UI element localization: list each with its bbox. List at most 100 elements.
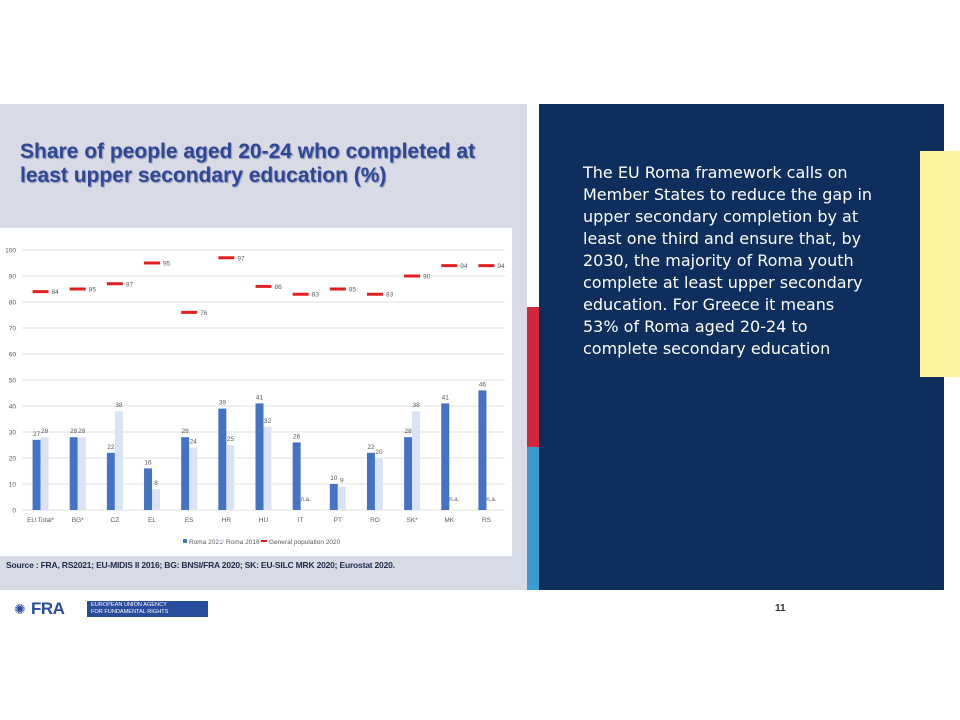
bar-roma-2021 [478,390,487,510]
bar-roma-2021 [441,403,450,510]
y-tick-label: 90 [9,274,17,281]
data-label-roma-2021: 16 [144,459,152,466]
y-tick-label: 10 [9,482,17,489]
bar-roma-2021 [329,484,338,510]
x-tick-label: MK [444,517,454,524]
eu-stars-icon: ✺ [14,601,26,617]
data-label-roma-2016: 9 [340,478,344,485]
x-tick-label: HU [259,517,269,524]
y-tick-label: 40 [9,404,17,411]
data-label-roma-2021: 46 [479,381,487,388]
bar-roma-2016 [152,489,161,510]
slide-title: Share of people aged 20-24 who completed… [20,140,476,187]
bar-roma-2016 [40,437,49,510]
data-label-roma-2016: n.a. [449,497,459,503]
x-tick-label: HR [222,517,232,524]
bar-roma-2016 [114,411,123,510]
y-tick-label: 70 [9,326,17,333]
data-label-general-population: 95 [163,261,171,268]
data-label-roma-2021: 22 [367,444,375,451]
data-label-roma-2021: 28 [404,428,412,435]
bar-roma-2021 [255,403,264,510]
bar-roma-2021 [366,452,375,510]
y-tick-label: 20 [9,456,17,463]
data-label-roma-2016: n.a. [301,497,311,503]
fra-logo: ✺ FRA EUROPEAN UNION AGENCY FOR FUNDAMEN… [14,599,208,618]
legend-label-general-population: General population 2020 [269,539,341,546]
x-tick-label: EU Total* [27,517,54,524]
data-label-roma-2016: 24 [190,439,198,446]
data-label-roma-2021: 26 [293,433,301,440]
data-label-general-population: 84 [52,289,60,296]
x-tick-label: ES [185,517,194,524]
data-label-roma-2016: 28 [78,428,86,435]
slide-top-area [0,0,960,104]
data-label-general-population: 90 [423,274,431,281]
right-panel [539,104,944,590]
legend-swatch-roma-2016 [220,539,224,543]
page-number: 11 [775,603,786,614]
bar-roma-2016 [337,486,346,510]
agency-line-2: FOR FUNDAMENTAL RIGHTS [91,609,169,615]
divider-strip-blue [527,447,539,590]
bar-roma-2016 [263,426,272,510]
y-tick-label: 0 [12,508,16,515]
data-label-roma-2016: 32 [264,418,272,425]
x-tick-label: RO [370,517,380,524]
bar-roma-2016 [226,445,235,510]
data-label-general-population: 83 [386,292,394,299]
data-label-roma-2021: 27 [33,431,41,438]
data-label-roma-2016: n.a. [486,497,496,503]
divider-strip-white [527,104,539,307]
data-label-roma-2021: 39 [219,400,227,407]
data-label-general-population: 97 [237,255,245,262]
y-tick-label: 80 [9,300,17,307]
bar-roma-2021 [292,442,301,510]
x-tick-label: PT [334,517,342,524]
data-label-roma-2021: 22 [107,444,115,451]
data-label-roma-2021: 28 [182,428,190,435]
logo-text: FRA [31,599,65,618]
bar-roma-2016 [77,437,86,510]
y-tick-label: 60 [9,352,17,359]
bar-roma-2016 [412,411,421,510]
data-label-roma-2021: 28 [70,428,78,435]
yellow-tab [920,151,960,377]
agency-line-1: EUROPEAN UNION AGENCY [91,602,167,608]
data-label-roma-2016: 38 [412,402,420,409]
data-label-general-population: 94 [460,263,468,270]
bar-roma-2021 [32,439,41,510]
source-note: Source : FRA, RS2021; EU-MIDIS II 2016; … [6,560,395,570]
data-label-roma-2016: 28 [41,428,49,435]
data-label-general-population: 83 [312,292,320,299]
data-label-general-population: 94 [497,263,505,270]
bar-roma-2021 [69,437,78,510]
legend-label-roma-2016: Roma 2016 [226,539,260,546]
framework-text: The EU Roma framework calls on Member St… [583,163,873,358]
x-tick-label: RS [482,517,492,524]
x-tick-label: SK* [407,517,419,524]
bar-roma-2021 [144,468,153,510]
data-label-roma-2016: 8 [154,480,158,487]
data-label-roma-2021: 41 [442,394,450,401]
data-label-roma-2016: 20 [375,449,383,456]
bar-roma-2016 [374,458,383,510]
data-label-general-population: 87 [126,281,134,288]
data-label-roma-2016: 25 [227,436,235,443]
agency-name: EUROPEAN UNION AGENCY FOR FUNDAMENTAL RI… [87,601,208,617]
x-tick-label: BG* [72,517,84,524]
y-tick-label: 100 [5,248,16,255]
data-label-general-population: 76 [200,310,208,317]
data-label-roma-2016: 38 [115,402,123,409]
y-tick-label: 30 [9,430,17,437]
data-label-roma-2021: 41 [256,394,264,401]
data-label-general-population: 86 [275,284,283,291]
legend-swatch-roma-2021 [183,539,187,543]
x-tick-label: CZ [111,517,120,524]
data-label-general-population: 85 [349,287,357,294]
bar-roma-2016 [189,447,198,510]
bar-roma-2021 [404,437,413,510]
x-tick-label: IT [298,517,304,524]
chart-container: 0 10 20 30 40 50 60 70 80 90 100 27 28 84 EU Total* 28 2… [0,228,512,556]
